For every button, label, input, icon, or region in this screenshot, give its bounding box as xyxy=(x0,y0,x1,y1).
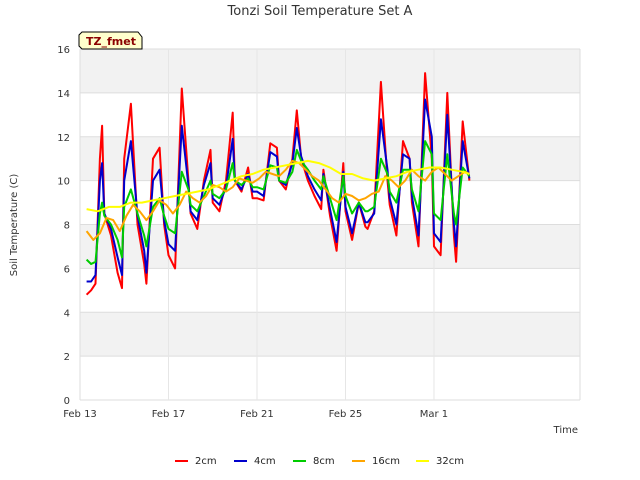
y-tick-label: 6 xyxy=(64,264,70,275)
background-band xyxy=(80,312,580,357)
site-tag-label: TZ_fmet xyxy=(86,35,136,48)
y-tick-label: 0 xyxy=(64,396,70,407)
y-tick-labels: 0 2 4 6 8 10 12 14 16 xyxy=(57,45,70,407)
y-tick-label: 4 xyxy=(64,308,70,319)
legend: 2cm 4cm 8cm 16cm 32cm xyxy=(175,456,464,467)
legend-label-2cm: 2cm xyxy=(195,456,217,467)
legend-label-8cm: 8cm xyxy=(313,456,335,467)
series-line-4cm xyxy=(86,98,471,283)
background-band xyxy=(80,136,580,181)
x-tick-label: Mar 1 xyxy=(420,409,448,420)
x-tick-label: Feb 13 xyxy=(63,409,97,420)
x-tick-labels: Feb 13 Feb 17 Feb 21 Feb 25 Mar 1 xyxy=(63,409,448,420)
series-line-32cm xyxy=(86,159,470,213)
legend-label-4cm: 4cm xyxy=(254,456,276,467)
site-tag: TZ_fmet xyxy=(78,31,143,50)
y-tick-label: 16 xyxy=(57,45,70,56)
x-tick-label: Feb 25 xyxy=(329,409,363,420)
series-layer xyxy=(85,72,471,296)
y-tick-label: 8 xyxy=(64,221,70,232)
grid xyxy=(79,48,581,401)
x-tick-label: Feb 17 xyxy=(152,409,186,420)
y-axis-label: Soil Temperature (C) xyxy=(9,174,20,277)
y-tick-label: 2 xyxy=(64,352,70,363)
y-tick-label: 10 xyxy=(57,177,70,188)
series-line-2cm xyxy=(85,72,471,296)
legend-label-32cm: 32cm xyxy=(436,456,464,467)
legend-label-16cm: 16cm xyxy=(372,456,400,467)
y-tick-label: 12 xyxy=(57,133,70,144)
series-line-8cm xyxy=(85,140,471,265)
chart-title: Tonzi Soil Temperature Set A xyxy=(227,4,413,19)
series-line-16cm xyxy=(85,159,470,241)
y-tick-label: 14 xyxy=(57,89,70,100)
x-tick-label: Feb 21 xyxy=(240,409,274,420)
x-axis-label: Time xyxy=(553,425,578,436)
background-band xyxy=(80,224,580,269)
site-tag-box xyxy=(78,31,143,50)
background-band xyxy=(80,49,580,93)
